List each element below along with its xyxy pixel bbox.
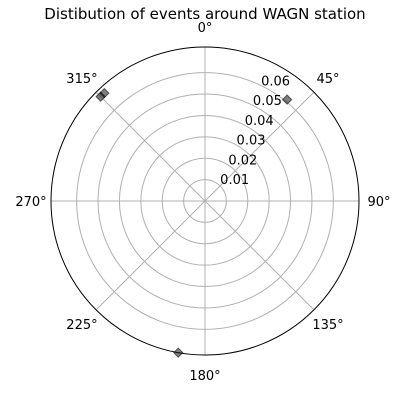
radial-tick-label: 0.03 — [237, 134, 266, 149]
angular-grid-spoke — [95, 200, 206, 311]
event-point — [281, 94, 293, 105]
chart-title: Distibution of events around WAGN statio… — [44, 5, 365, 23]
angle-tick-label: 45° — [317, 72, 340, 87]
angle-tick-label: 90° — [367, 195, 390, 210]
angle-tick-label: 225° — [66, 318, 97, 333]
angular-grid-spoke — [204, 200, 315, 311]
event-points — [95, 87, 293, 358]
radial-tick-label: 0.01 — [220, 173, 249, 188]
angular-grid-spoke — [204, 91, 315, 202]
radial-tick-label: 0.06 — [261, 74, 290, 89]
angle-tick-label: 0° — [198, 21, 213, 36]
radial-tick-label: 0.04 — [245, 114, 274, 129]
angle-tick-label: 180° — [189, 369, 220, 384]
polar-frame — [50, 46, 360, 356]
radial-tick-labels: 0.01 0.02 0.03 0.04 0.05 0.06 — [220, 74, 290, 188]
angle-tick-label: 135° — [312, 318, 343, 333]
angle-tick-label: 270° — [15, 195, 46, 210]
radial-tick-label: 0.02 — [228, 153, 257, 168]
angular-grid-spoke — [95, 91, 206, 202]
event-point — [99, 87, 110, 99]
polar-grid — [51, 47, 359, 355]
angle-tick-labels: 0° 45° 90° 135° 180° 225° 270° 315° — [15, 21, 390, 384]
radial-tick-label: 0.05 — [253, 94, 282, 109]
angle-tick-label: 315° — [66, 72, 97, 87]
